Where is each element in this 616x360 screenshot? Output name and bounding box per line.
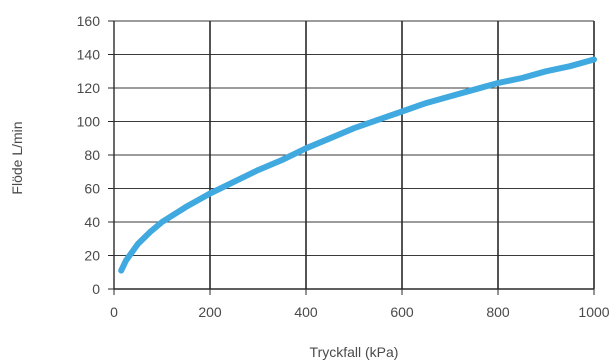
x-tick-label-0: 0 <box>110 304 118 320</box>
series-layer <box>118 56 597 274</box>
x-tick-label-1000: 1000 <box>578 304 609 320</box>
x-tick-label-600: 600 <box>390 304 414 320</box>
series-line-0 <box>118 56 597 274</box>
x-tick-label-400: 400 <box>294 304 318 320</box>
y-tick-label-160: 160 <box>77 13 101 29</box>
y-axis-title: Flöde L/min <box>9 121 25 194</box>
x-tick-label-800: 800 <box>486 304 510 320</box>
y-tick-label-60: 60 <box>84 181 100 197</box>
y-tick-label-20: 20 <box>84 248 100 264</box>
y-tick-label-120: 120 <box>77 80 101 96</box>
grid <box>114 20 594 289</box>
y-tick-label-0: 0 <box>92 281 100 297</box>
y-tick-label-100: 100 <box>77 114 101 130</box>
tick-labels: 0 20 40 60 80 100 120 140 160 0 200 400 600 800 1000 <box>77 13 610 320</box>
x-axis-title: Tryckfall (kPa) <box>310 344 399 360</box>
x-tick-label-200: 200 <box>198 304 222 320</box>
y-tick-label-140: 140 <box>77 47 101 63</box>
y-tick-label-80: 80 <box>84 147 100 163</box>
y-tick-label-40: 40 <box>84 214 100 230</box>
axes <box>108 20 595 295</box>
